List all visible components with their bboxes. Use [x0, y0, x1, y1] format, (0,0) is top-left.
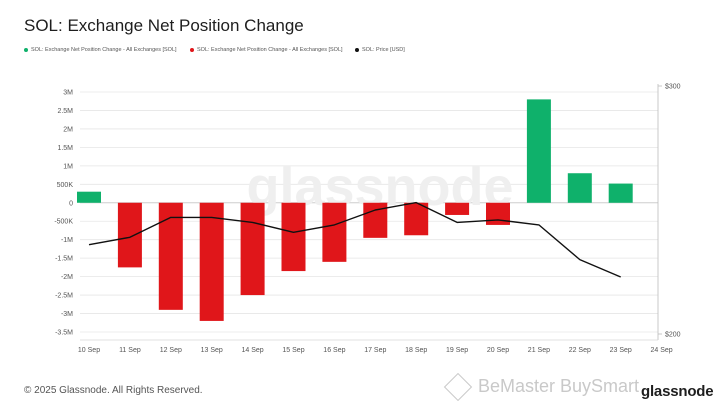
legend-swatch-negative: [190, 48, 194, 52]
glassnode-logo: glassnode: [641, 383, 714, 400]
y-left-tick-label: -1.5M: [55, 256, 73, 263]
y-left-tick-label: -3.5M: [55, 330, 73, 337]
legend-swatch-positive: [24, 48, 28, 52]
legend-item-positive[interactable]: SOL: Exchange Net Position Change - All …: [24, 47, 177, 53]
overlay-watermark-text: BeMaster BuySmart: [478, 376, 640, 396]
x-tick-label: 22 Sep: [569, 347, 591, 354]
y-left-tick-label: 2M: [63, 126, 73, 133]
x-tick-label: 23 Sep: [610, 347, 632, 354]
x-tick-label: 21 Sep: [528, 347, 550, 354]
y-left-tick-label: 1M: [63, 163, 73, 170]
legend-label-negative: SOL: Exchange Net Position Change - All …: [197, 47, 343, 53]
copyright-footer: © 2025 Glassnode. All Rights Reserved.: [24, 385, 203, 396]
bar-negative: [199, 202, 224, 321]
y-left-tick-label: -500K: [54, 219, 73, 226]
legend: SOL: Exchange Net Position Change - All …: [24, 47, 707, 57]
legend-label-price: SOL: Price [USD]: [362, 47, 405, 53]
y-left-tick-label: -2.5M: [55, 293, 73, 300]
y-left-tick-label: -2M: [61, 274, 73, 281]
bar-negative: [486, 202, 510, 225]
bar-positive: [608, 183, 633, 203]
y-left-tick-label: 0: [69, 200, 73, 207]
bar-negative: [240, 202, 265, 296]
bar-negative: [117, 202, 142, 268]
x-tick-label: 24 Sep: [651, 347, 673, 354]
x-tick-label: 13 Sep: [201, 347, 223, 354]
x-tick-label: 19 Sep: [446, 347, 468, 354]
y-right-tick-label: $300: [665, 84, 681, 91]
x-tick-label: 11 Sep: [119, 347, 141, 354]
bemaster-logo-icon: [443, 372, 473, 401]
legend-swatch-price: [355, 48, 359, 52]
y-left-tick-label: 500K: [57, 182, 74, 189]
bar-negative: [158, 202, 183, 310]
y-right-tick-label: $200: [665, 332, 681, 339]
y-left-tick-label: 2.5M: [57, 108, 73, 115]
x-tick-label: 14 Sep: [242, 347, 264, 354]
x-tick-label: 10 Sep: [78, 347, 100, 354]
x-tick-label: 17 Sep: [364, 347, 386, 354]
y-left-tick-label: -1M: [61, 237, 73, 244]
y-left-tick-label: -3M: [61, 311, 73, 318]
x-tick-label: 20 Sep: [487, 347, 509, 354]
y-left-tick-label: 3M: [63, 90, 73, 97]
legend-item-price[interactable]: SOL: Price [USD]: [355, 47, 405, 53]
chart-title: SOL: Exchange Net Position Change: [24, 16, 304, 35]
legend-item-negative[interactable]: SOL: Exchange Net Position Change - All …: [190, 47, 343, 53]
x-tick-label: 18 Sep: [405, 347, 427, 354]
bar-negative: [281, 202, 306, 272]
x-tick-label: 15 Sep: [282, 347, 304, 354]
bar-positive: [526, 99, 551, 203]
overlay-watermark: BeMaster BuySmart: [443, 372, 640, 401]
bar-negative: [404, 202, 429, 236]
price-line: [88, 201, 621, 278]
bar-positive: [77, 191, 101, 203]
x-tick-label: 16 Sep: [323, 347, 345, 354]
bar-positive: [567, 173, 592, 203]
legend-label-positive: SOL: Exchange Net Position Change - All …: [31, 47, 177, 53]
x-tick-label: 12 Sep: [160, 347, 182, 354]
bar-negative: [322, 202, 347, 262]
y-left-tick-label: 1.5M: [57, 145, 73, 152]
bar-negative: [445, 202, 470, 215]
